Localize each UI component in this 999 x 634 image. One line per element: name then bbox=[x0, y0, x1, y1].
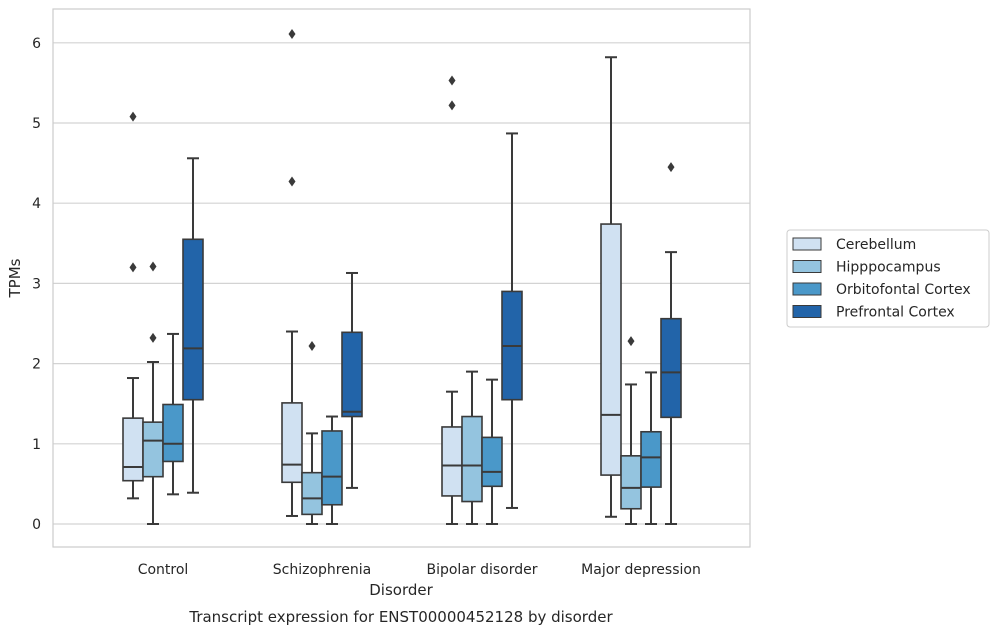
iqr-box bbox=[341, 331, 363, 418]
x-tick-label: Schizophrenia bbox=[273, 562, 371, 578]
box-hipppocampus bbox=[301, 340, 323, 525]
box-orbitofontal-cortex bbox=[481, 378, 503, 525]
outlier-marker bbox=[448, 100, 456, 111]
x-axis-label: Disorder bbox=[369, 581, 433, 599]
iqr-box bbox=[281, 402, 303, 484]
x-tick-label: Bipolar disorder bbox=[426, 562, 537, 578]
iqr-box bbox=[182, 238, 204, 401]
box-cerebellum bbox=[600, 56, 622, 518]
box-cerebellum bbox=[441, 75, 463, 525]
iqr-box bbox=[481, 436, 503, 488]
outlier-marker bbox=[667, 162, 675, 173]
outlier-marker bbox=[288, 28, 296, 39]
legend-swatch bbox=[792, 237, 822, 251]
y-tick-label: 4 bbox=[32, 196, 41, 212]
x-tick-label: Control bbox=[138, 562, 189, 578]
outlier-marker bbox=[308, 340, 316, 351]
box-orbitofontal-cortex bbox=[162, 332, 184, 496]
iqr-box bbox=[321, 430, 343, 506]
legend: Cerebellum Hipppocampus Orbitofontal Corte… bbox=[786, 229, 990, 328]
outlier-marker bbox=[448, 75, 456, 86]
y-tick-label: 1 bbox=[32, 437, 41, 453]
box-prefrontal-cortex bbox=[501, 132, 523, 509]
box-hipppocampus bbox=[620, 336, 642, 525]
outlier-marker bbox=[149, 332, 157, 343]
plot-area-frame bbox=[52, 8, 751, 548]
iqr-box bbox=[660, 317, 682, 419]
y-tick-label: 3 bbox=[32, 276, 41, 292]
box-cerebellum bbox=[281, 28, 303, 517]
box-prefrontal-cortex bbox=[660, 162, 682, 525]
x-tick-labels: Control Schizophrenia Bipolar disorder Majo… bbox=[138, 562, 701, 578]
outlier-marker bbox=[288, 176, 296, 187]
legend-label: Prefrontal Cortex bbox=[836, 305, 955, 321]
iqr-box bbox=[162, 403, 184, 463]
y-tick-labels: 0 1 2 3 4 5 6 bbox=[32, 36, 41, 533]
box-hipppocampus bbox=[142, 261, 164, 525]
box-orbitofontal-cortex bbox=[321, 415, 343, 525]
iqr-box bbox=[461, 415, 483, 503]
y-tick-label: 0 bbox=[32, 517, 41, 533]
y-tick-label: 5 bbox=[32, 116, 41, 132]
iqr-box bbox=[142, 421, 164, 478]
outlier-marker bbox=[627, 336, 635, 347]
outlier-marker bbox=[149, 261, 157, 272]
box-cerebellum bbox=[122, 111, 144, 500]
outlier-marker bbox=[129, 111, 137, 122]
outlier-marker bbox=[129, 262, 137, 273]
boxes bbox=[122, 28, 682, 525]
legend-label: Cerebellum bbox=[836, 237, 916, 253]
legend-label: Hipppocampus bbox=[836, 260, 941, 276]
legend-swatch bbox=[792, 260, 822, 273]
y-axis-label: TPMs bbox=[6, 258, 24, 298]
iqr-box bbox=[122, 417, 144, 482]
chart-caption: Transcript expression for ENST0000045212… bbox=[188, 608, 613, 626]
box-hipppocampus bbox=[461, 370, 483, 525]
box-orbitofontal-cortex bbox=[640, 371, 662, 525]
y-tick-label: 6 bbox=[32, 36, 41, 52]
x-tick-label: Major depression bbox=[581, 562, 701, 578]
legend-swatch bbox=[792, 282, 822, 296]
legend-label: Orbitofontal Cortex bbox=[836, 282, 971, 298]
legend-frame bbox=[786, 229, 990, 328]
iqr-box bbox=[620, 455, 642, 510]
y-tick-label: 2 bbox=[32, 357, 41, 373]
box-prefrontal-cortex bbox=[182, 157, 204, 494]
iqr-box bbox=[600, 223, 622, 476]
legend-swatch bbox=[792, 305, 822, 318]
iqr-box bbox=[640, 430, 662, 488]
iqr-box bbox=[441, 426, 463, 497]
iqr-box bbox=[301, 471, 323, 516]
box-prefrontal-cortex bbox=[341, 271, 363, 489]
